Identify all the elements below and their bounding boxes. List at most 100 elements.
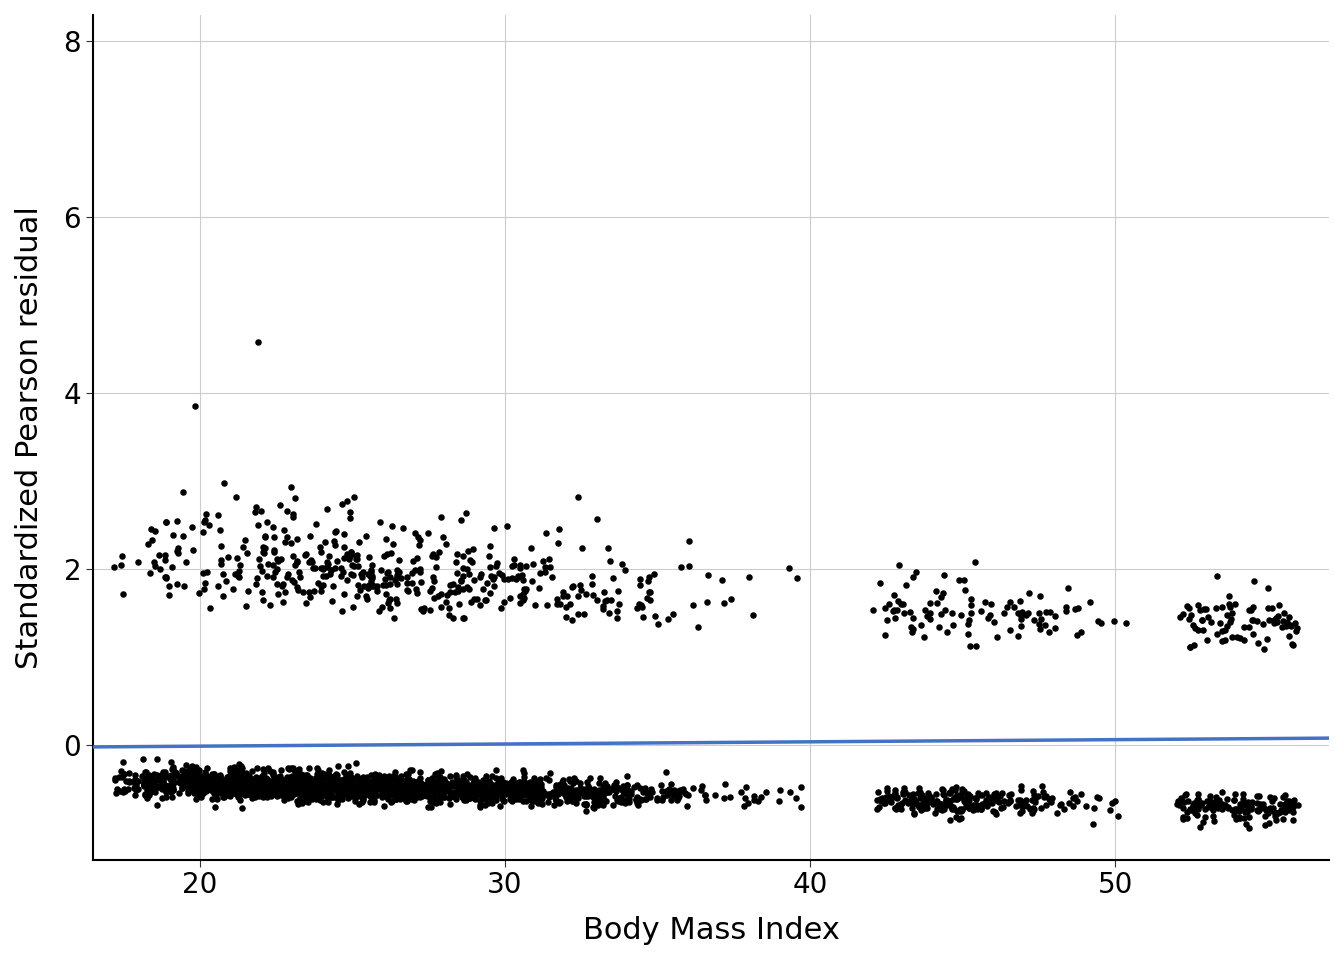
Point: [280, 789, 301, 804]
Point: [280, 769, 301, 784]
Point: [531, 783, 552, 799]
Point: [1193, 809, 1215, 825]
Point: [513, 765, 535, 780]
Point: [382, 786, 403, 802]
Point: [491, 780, 512, 795]
Point: [214, 783, 235, 799]
Point: [320, 777, 341, 792]
Point: [399, 792, 421, 807]
Point: [1282, 797, 1304, 812]
Point: [966, 802, 988, 817]
Point: [567, 607, 589, 622]
Point: [493, 780, 515, 795]
Point: [273, 783, 294, 799]
Point: [220, 773, 242, 788]
Point: [523, 779, 544, 794]
Point: [1230, 810, 1251, 826]
Point: [402, 779, 423, 794]
Point: [319, 776, 340, 791]
Point: [216, 780, 238, 795]
Point: [919, 612, 941, 627]
Point: [413, 781, 434, 797]
Point: [905, 793, 926, 808]
Point: [999, 622, 1020, 637]
Point: [267, 779, 289, 794]
Point: [465, 780, 487, 796]
Point: [667, 787, 688, 803]
Point: [289, 775, 310, 790]
Point: [512, 586, 534, 601]
Point: [195, 780, 216, 796]
Point: [305, 786, 327, 802]
Point: [392, 520, 414, 536]
Point: [105, 785, 126, 801]
Point: [585, 783, 606, 799]
Point: [382, 787, 403, 803]
Point: [505, 783, 527, 799]
Point: [262, 519, 284, 535]
Point: [230, 772, 251, 787]
Point: [1214, 622, 1235, 637]
Point: [375, 578, 396, 593]
Point: [423, 783, 445, 799]
Point: [497, 571, 519, 587]
Point: [344, 780, 366, 796]
Point: [1030, 611, 1051, 626]
Point: [1039, 625, 1060, 640]
Point: [977, 610, 999, 625]
Point: [1180, 802, 1202, 817]
Point: [167, 540, 188, 556]
Point: [191, 785, 212, 801]
Point: [452, 560, 473, 575]
Point: [886, 790, 907, 805]
Point: [958, 801, 980, 816]
Point: [195, 779, 216, 794]
Point: [327, 797, 348, 812]
Point: [407, 530, 429, 545]
Point: [462, 778, 484, 793]
Point: [563, 785, 585, 801]
Point: [985, 806, 1007, 822]
Point: [910, 784, 931, 800]
Point: [223, 773, 245, 788]
Point: [484, 520, 505, 536]
Point: [500, 789, 521, 804]
Point: [1208, 793, 1230, 808]
Point: [398, 783, 419, 799]
Point: [926, 794, 948, 809]
Point: [138, 781, 160, 797]
Point: [449, 780, 470, 795]
Point: [112, 755, 133, 770]
Point: [474, 592, 496, 608]
Point: [655, 783, 676, 799]
X-axis label: Body Mass Index: Body Mass Index: [582, 916, 840, 945]
Point: [351, 788, 372, 804]
Point: [359, 794, 380, 809]
Point: [379, 786, 401, 802]
Point: [360, 782, 382, 798]
Point: [219, 773, 241, 788]
Point: [374, 571, 395, 587]
Point: [930, 797, 952, 812]
Point: [962, 798, 984, 813]
Point: [491, 790, 512, 805]
Point: [211, 776, 233, 791]
Point: [884, 785, 906, 801]
Point: [1232, 810, 1254, 826]
Point: [185, 782, 207, 798]
Point: [595, 784, 617, 800]
Point: [296, 776, 317, 791]
Point: [371, 780, 392, 796]
Point: [215, 780, 237, 796]
Point: [1017, 799, 1039, 814]
Point: [470, 785, 492, 801]
Point: [259, 783, 281, 799]
Point: [156, 571, 177, 587]
Point: [974, 594, 996, 610]
Point: [128, 781, 149, 797]
Point: [482, 790, 504, 805]
Point: [136, 764, 157, 780]
Point: [929, 800, 950, 815]
Point: [210, 780, 231, 795]
Point: [202, 777, 223, 792]
